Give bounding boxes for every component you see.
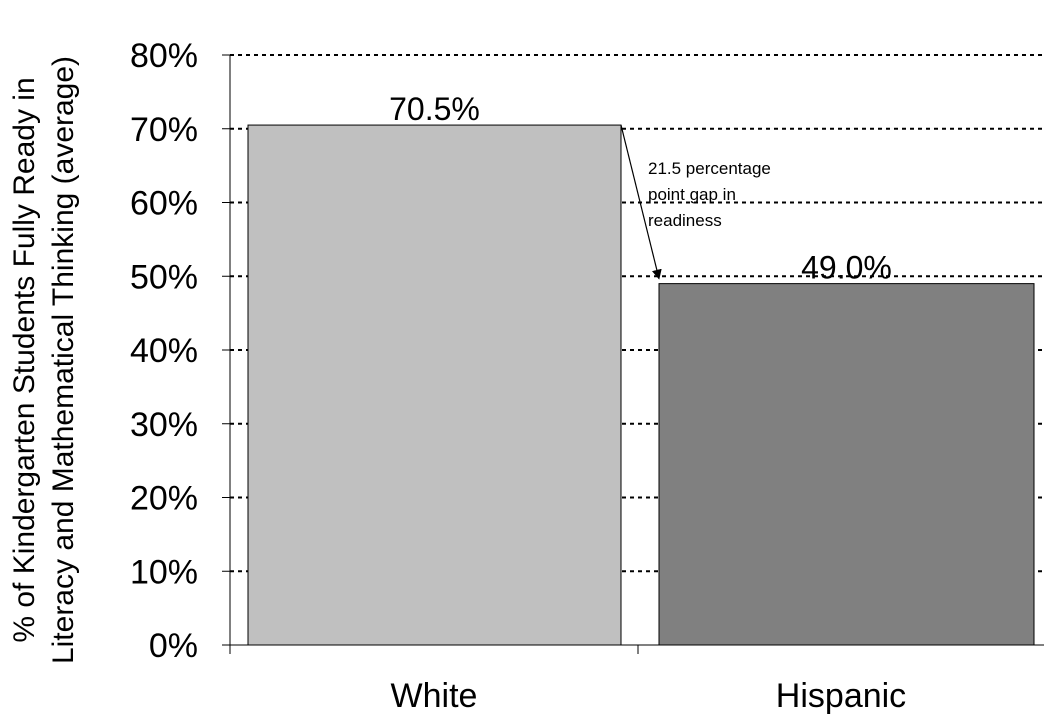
x-category-labels: White Hispanic <box>391 677 907 715</box>
y-tick-label-40: 40% <box>130 332 198 370</box>
gap-annotation-line-3: readiness <box>648 211 722 230</box>
gap-annotation: 21.5 percentage point gap in readiness <box>620 124 771 280</box>
gap-arrow <box>620 124 662 280</box>
gap-annotation-line-1: 21.5 percentage <box>648 159 771 178</box>
data-labels: 70.5% 49.0% <box>389 91 892 286</box>
bar-hispanic <box>658 283 1035 646</box>
y-axis-title-line-1: % of Kindergarten Students Fully Ready i… <box>8 77 41 642</box>
y-tick-label-0: 0% <box>149 627 198 665</box>
y-tick-label-70: 70% <box>130 111 198 149</box>
gap-annotation-line-2: point gap in <box>648 185 736 204</box>
y-tick-label-10: 10% <box>130 553 198 591</box>
data-label-white: 70.5% <box>389 91 480 127</box>
y-tick-label-30: 30% <box>130 406 198 444</box>
data-label-hispanic: 49.0% <box>801 250 892 286</box>
y-tick-label-60: 60% <box>130 185 198 223</box>
y-axis-title: % of Kindergarten Students Fully Ready i… <box>8 56 80 664</box>
bar-white <box>247 124 622 646</box>
bars <box>247 124 1035 646</box>
y-tick-label-20: 20% <box>130 480 198 518</box>
y-tick-labels: 0% 10% 20% 30% 40% 50% 60% 70% 80% <box>130 37 198 665</box>
x-category-label-hispanic: Hispanic <box>776 677 906 715</box>
x-category-label-white: White <box>391 677 478 715</box>
y-tick-label-80: 80% <box>130 37 198 75</box>
axes <box>222 54 1044 654</box>
y-tick-label-50: 50% <box>130 258 198 296</box>
y-axis-title-line-2: Literacy and Mathematical Thinking (aver… <box>47 56 80 664</box>
